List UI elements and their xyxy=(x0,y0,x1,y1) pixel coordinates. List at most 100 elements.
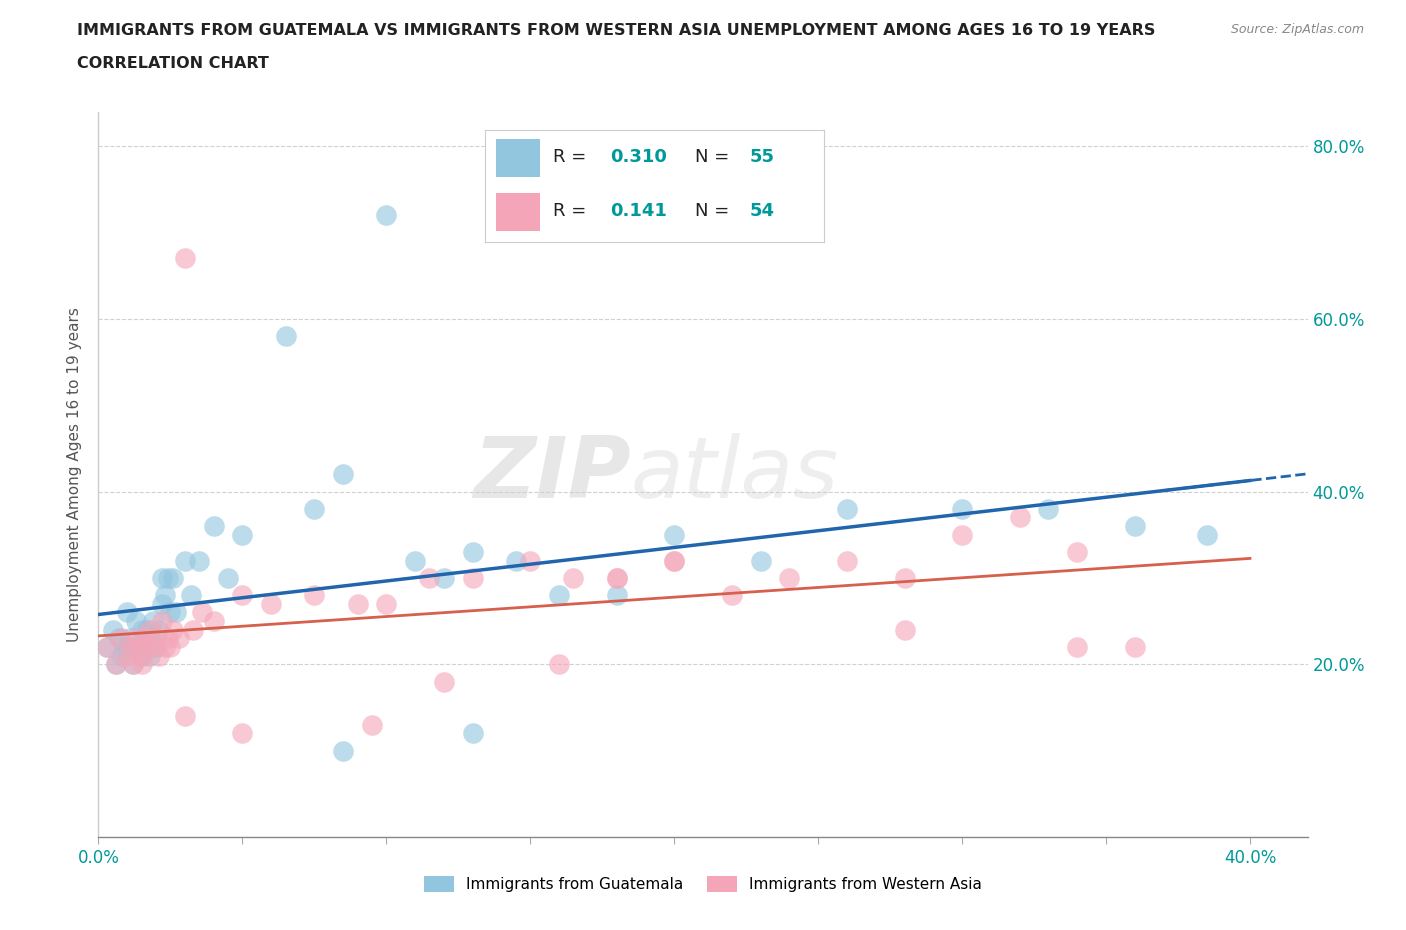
Point xyxy=(122,657,145,671)
Point xyxy=(153,640,176,655)
Point xyxy=(134,631,156,645)
Point xyxy=(332,467,354,482)
Point xyxy=(548,588,571,603)
Point xyxy=(101,622,124,637)
Point xyxy=(122,640,145,655)
Point xyxy=(142,614,165,629)
Point xyxy=(418,570,440,585)
Point xyxy=(1195,527,1218,542)
Point xyxy=(159,605,181,620)
Point xyxy=(749,553,772,568)
Point xyxy=(128,640,150,655)
Point xyxy=(153,588,176,603)
Point xyxy=(125,631,148,645)
Point xyxy=(231,527,253,542)
Point xyxy=(346,596,368,611)
Point xyxy=(1066,545,1088,560)
Point xyxy=(505,553,527,568)
Point xyxy=(562,570,585,585)
Point xyxy=(165,605,187,620)
Point xyxy=(548,657,571,671)
Point xyxy=(461,570,484,585)
Point xyxy=(115,640,138,655)
Point xyxy=(720,588,742,603)
Point xyxy=(139,622,162,637)
Point xyxy=(122,657,145,671)
Text: IMMIGRANTS FROM GUATEMALA VS IMMIGRANTS FROM WESTERN ASIA UNEMPLOYMENT AMONG AGE: IMMIGRANTS FROM GUATEMALA VS IMMIGRANTS … xyxy=(77,23,1156,38)
Point xyxy=(260,596,283,611)
Point xyxy=(145,631,167,645)
Point xyxy=(148,622,170,637)
Point xyxy=(150,596,173,611)
Point xyxy=(110,648,132,663)
Point xyxy=(664,553,686,568)
Point xyxy=(835,501,858,516)
Point xyxy=(125,614,148,629)
Point xyxy=(120,631,142,645)
Point xyxy=(145,640,167,655)
Point xyxy=(96,640,118,655)
Point xyxy=(304,501,326,516)
Point xyxy=(134,640,156,655)
Point xyxy=(893,570,915,585)
Y-axis label: Unemployment Among Ages 16 to 19 years: Unemployment Among Ages 16 to 19 years xyxy=(67,307,83,642)
Text: ZIP: ZIP xyxy=(472,432,630,516)
Point xyxy=(433,674,456,689)
Point xyxy=(202,614,225,629)
Point xyxy=(112,640,135,655)
Point xyxy=(150,614,173,629)
Point xyxy=(664,553,686,568)
Text: Source: ZipAtlas.com: Source: ZipAtlas.com xyxy=(1230,23,1364,36)
Point xyxy=(361,717,384,732)
Point xyxy=(115,605,138,620)
Point xyxy=(274,328,297,343)
Point xyxy=(606,570,628,585)
Point xyxy=(202,519,225,534)
Point xyxy=(231,726,253,741)
Point xyxy=(134,631,156,645)
Point xyxy=(893,622,915,637)
Point xyxy=(461,726,484,741)
Point xyxy=(375,207,398,222)
Point xyxy=(173,709,195,724)
Point xyxy=(136,640,159,655)
Point xyxy=(167,631,190,645)
Point xyxy=(156,570,179,585)
Point xyxy=(375,596,398,611)
Point xyxy=(664,527,686,542)
Point xyxy=(180,588,202,603)
Text: CORRELATION CHART: CORRELATION CHART xyxy=(77,56,269,71)
Point xyxy=(139,631,162,645)
Point xyxy=(131,622,153,637)
Point xyxy=(433,570,456,585)
Point xyxy=(950,527,973,542)
Point xyxy=(142,640,165,655)
Point xyxy=(162,622,184,637)
Point xyxy=(188,553,211,568)
Point xyxy=(191,605,214,620)
Point xyxy=(139,648,162,663)
Point xyxy=(107,631,129,645)
Text: atlas: atlas xyxy=(630,432,838,516)
Point xyxy=(136,622,159,637)
Point xyxy=(404,553,426,568)
Point xyxy=(159,640,181,655)
Point xyxy=(1008,510,1031,525)
Point xyxy=(950,501,973,516)
Point xyxy=(332,743,354,758)
Point xyxy=(162,570,184,585)
Point xyxy=(131,648,153,663)
Point xyxy=(96,640,118,655)
Point xyxy=(104,657,127,671)
Point xyxy=(778,570,800,585)
Point xyxy=(183,622,205,637)
Point xyxy=(304,588,326,603)
Point xyxy=(1123,640,1146,655)
Point xyxy=(128,640,150,655)
Point xyxy=(231,588,253,603)
Point xyxy=(131,657,153,671)
Point xyxy=(173,553,195,568)
Point xyxy=(104,657,127,671)
Point xyxy=(606,588,628,603)
Point xyxy=(606,570,628,585)
